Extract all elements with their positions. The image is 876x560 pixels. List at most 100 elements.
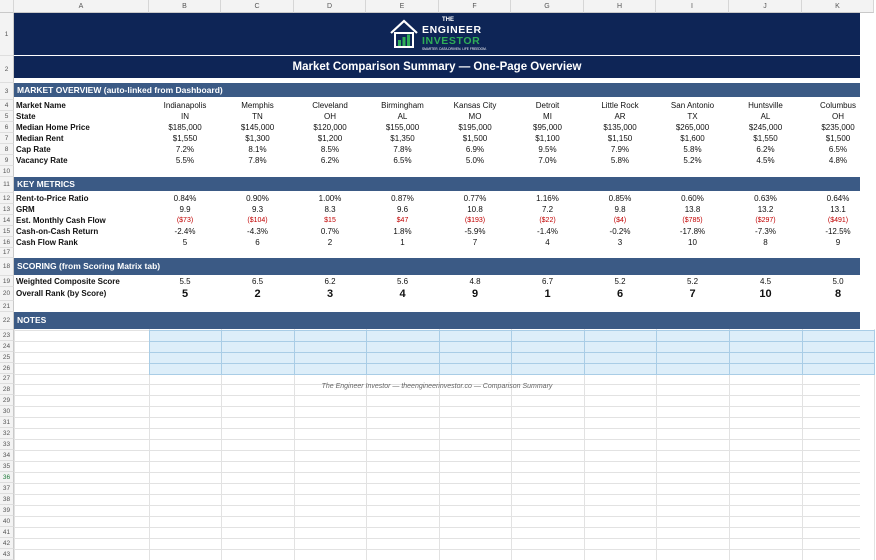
table-cell[interactable]: TX: [687, 112, 698, 121]
row-number[interactable]: 33: [0, 439, 14, 450]
column-header[interactable]: A: [14, 0, 149, 13]
table-cell[interactable]: 7.8%: [393, 145, 412, 154]
table-cell[interactable]: $1,500: [825, 134, 851, 143]
row-number[interactable]: 31: [0, 417, 14, 428]
table-cell[interactable]: 9.3: [251, 205, 264, 214]
table-cell[interactable]: 5.8%: [683, 145, 702, 154]
table-cell[interactable]: ($491): [827, 217, 849, 224]
table-cell[interactable]: 5.2: [614, 277, 626, 286]
table-cell[interactable]: $135,000: [603, 123, 637, 132]
table-cell[interactable]: -7.3%: [755, 227, 776, 236]
row-number[interactable]: 19: [0, 276, 14, 287]
table-cell[interactable]: 7.8%: [248, 156, 267, 165]
row-number[interactable]: 7: [0, 133, 14, 144]
table-cell[interactable]: $1,600: [680, 134, 705, 143]
table-cell[interactable]: 5.5%: [175, 156, 195, 165]
select-all-corner[interactable]: [0, 0, 14, 13]
table-cell[interactable]: 7.2%: [175, 145, 195, 154]
row-label[interactable]: Cap Rate: [16, 145, 51, 154]
column-header[interactable]: B: [149, 0, 221, 13]
table-cell[interactable]: 3: [617, 238, 623, 247]
table-cell[interactable]: 7.9%: [610, 145, 630, 154]
table-cell[interactable]: 4: [545, 238, 550, 247]
table-cell[interactable]: 10: [688, 238, 697, 247]
row-label[interactable]: Est. Monthly Cash Flow: [16, 216, 106, 225]
row-number[interactable]: 29: [0, 395, 14, 406]
row-label[interactable]: Cash-on-Cash Return: [16, 227, 99, 236]
row-label[interactable]: GRM: [16, 205, 35, 214]
table-cell[interactable]: 6.2%: [756, 145, 775, 154]
table-cell[interactable]: 5.0: [832, 277, 844, 286]
table-cell[interactable]: $1,200: [317, 134, 343, 143]
table-cell[interactable]: 0.63%: [754, 194, 777, 203]
row-number[interactable]: 32: [0, 428, 14, 439]
table-cell[interactable]: $15: [324, 217, 336, 224]
table-cell[interactable]: 8.1%: [248, 145, 267, 154]
row-number[interactable]: 23: [0, 330, 14, 341]
table-cell[interactable]: 4.8%: [828, 156, 848, 165]
table-cell[interactable]: AR: [614, 112, 626, 121]
row-number[interactable]: 17: [0, 248, 14, 258]
notes-cell[interactable]: [656, 363, 730, 375]
row-number[interactable]: 30: [0, 406, 14, 417]
notes-cell[interactable]: [439, 363, 512, 375]
table-cell[interactable]: 0.84%: [173, 194, 197, 203]
row-number[interactable]: 1: [0, 13, 14, 56]
table-cell[interactable]: 6.5%: [393, 156, 412, 165]
row-number[interactable]: 8: [0, 144, 14, 155]
table-cell[interactable]: 6: [255, 238, 260, 247]
table-cell[interactable]: IN: [181, 112, 189, 121]
table-cell[interactable]: OH: [832, 112, 844, 121]
table-cell[interactable]: -4.3%: [247, 227, 268, 236]
table-cell[interactable]: 1: [544, 288, 551, 300]
row-number[interactable]: 27: [0, 374, 14, 384]
row-number[interactable]: 2: [0, 56, 14, 83]
table-cell[interactable]: 8: [834, 288, 842, 300]
table-cell[interactable]: MO: [468, 112, 482, 121]
row-number[interactable]: 18: [0, 258, 14, 276]
table-cell[interactable]: Columbus: [819, 101, 856, 110]
table-cell[interactable]: 4.5%: [756, 156, 775, 165]
row-label[interactable]: Rent-to-Price Ratio: [16, 194, 89, 203]
row-number[interactable]: 40: [0, 516, 14, 527]
table-cell[interactable]: 5.2: [686, 277, 699, 286]
table-cell[interactable]: 1.8%: [393, 227, 412, 236]
row-number[interactable]: 3: [0, 83, 14, 100]
table-cell[interactable]: 0.64%: [826, 194, 850, 203]
row-number[interactable]: 6: [0, 122, 14, 133]
table-cell[interactable]: -5.9%: [464, 227, 486, 236]
table-cell[interactable]: 0.87%: [391, 194, 414, 203]
table-cell[interactable]: $1,500: [462, 134, 488, 143]
table-cell[interactable]: 0.85%: [608, 194, 632, 203]
row-number[interactable]: 41: [0, 527, 14, 538]
table-cell[interactable]: 10: [759, 288, 772, 300]
table-cell[interactable]: 0.90%: [246, 194, 269, 203]
table-cell[interactable]: 3: [326, 288, 334, 300]
table-cell[interactable]: $155,000: [385, 123, 420, 132]
column-header[interactable]: J: [729, 0, 802, 13]
notes-cell[interactable]: [366, 363, 440, 375]
table-cell[interactable]: 10.8: [467, 205, 483, 214]
table-cell[interactable]: 6.5: [251, 277, 264, 286]
row-number[interactable]: 42: [0, 538, 14, 549]
row-number[interactable]: 10: [0, 166, 14, 177]
table-cell[interactable]: 7: [689, 288, 696, 300]
notes-cell[interactable]: [511, 363, 585, 375]
table-cell[interactable]: 0.7%: [320, 227, 340, 236]
row-number[interactable]: 20: [0, 287, 14, 301]
table-cell[interactable]: $1,550: [753, 134, 778, 143]
table-cell[interactable]: ($22): [539, 217, 556, 224]
table-cell[interactable]: ($193): [464, 217, 486, 224]
row-number[interactable]: 36: [0, 472, 14, 483]
table-cell[interactable]: 6.2%: [320, 156, 340, 165]
row-number[interactable]: 37: [0, 483, 14, 494]
table-cell[interactable]: 1.16%: [536, 194, 559, 203]
table-cell[interactable]: 6.9%: [465, 145, 485, 154]
table-cell[interactable]: Kansas City: [453, 101, 497, 110]
table-cell[interactable]: 7: [472, 238, 478, 247]
table-cell[interactable]: 5: [182, 238, 188, 247]
table-cell[interactable]: OH: [324, 112, 336, 121]
table-cell[interactable]: 9.5%: [538, 145, 557, 154]
table-cell[interactable]: 5: [181, 288, 189, 300]
